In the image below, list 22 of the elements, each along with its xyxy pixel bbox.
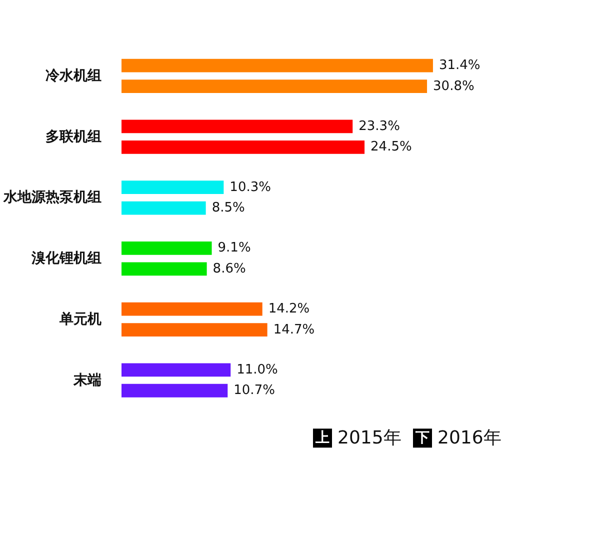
- data-label: 11.0%: [236, 362, 278, 378]
- data-label: 8.6%: [212, 261, 246, 276]
- text: 下: [414, 430, 430, 446]
- text: 2015年: [338, 428, 402, 449]
- text: 上: [314, 430, 330, 446]
- y-tick-label: 多联机组: [46, 128, 102, 145]
- data-label: 23.3%: [358, 118, 400, 134]
- data-label: 30.8%: [433, 78, 474, 94]
- data-label: 8.5%: [212, 200, 245, 216]
- y-tick-label: 单元机: [58, 311, 102, 328]
- y-tick-label: 溴化锂机组: [30, 250, 102, 267]
- y-tick-label: 水地源热泵机组: [2, 190, 102, 206]
- text: 2016年: [438, 428, 502, 449]
- data-label: 31.4%: [438, 58, 480, 74]
- data-label: 14.7%: [273, 322, 315, 338]
- y-tick-label: 末端: [72, 372, 102, 388]
- data-label: 9.1%: [218, 240, 251, 256]
- data-label: 10.7%: [234, 383, 275, 398]
- y-tick-label: 冷水机组: [46, 68, 102, 84]
- data-label: 24.5%: [370, 140, 412, 155]
- data-label: 10.3%: [230, 180, 271, 195]
- data-label: 14.2%: [268, 302, 310, 317]
